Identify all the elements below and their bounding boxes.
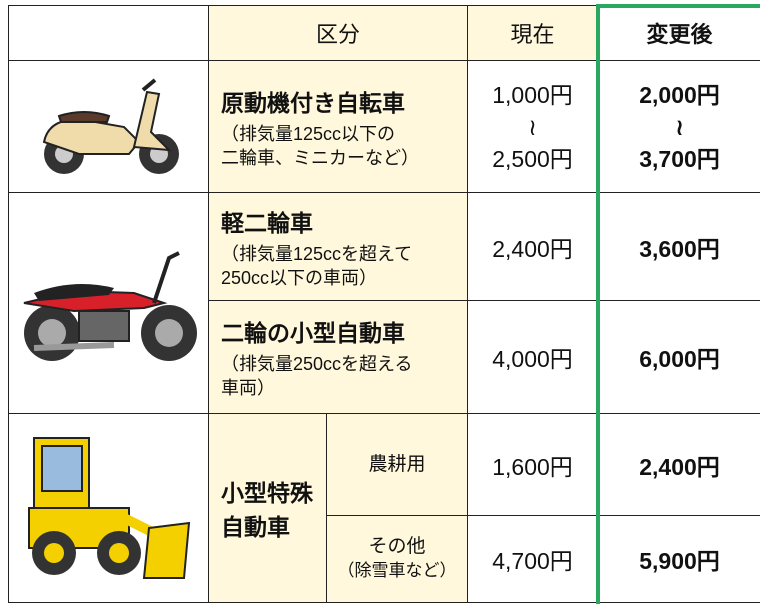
fee: 5,900円 [639, 548, 720, 574]
use: その他 [368, 536, 426, 557]
fee: 1,000円 [492, 81, 573, 108]
use-cell: その他 （除雪車など） [326, 515, 468, 603]
vehicle-name: 小型特殊 [221, 480, 313, 506]
scooter [42, 77, 179, 174]
current-fee: 2,400円 [467, 192, 598, 301]
new-fee: 6,000円 [597, 300, 760, 414]
use-cell: 農耕用 [326, 413, 468, 516]
range-mark: ≀ [675, 113, 684, 140]
fee: 4,000円 [492, 346, 573, 372]
range-mark: ≀ [528, 113, 537, 140]
fee: 4,700円 [492, 548, 573, 574]
new-fee: 3,600円 [597, 192, 760, 301]
text: 現在 [510, 22, 555, 47]
note: 二輪車、ミニカーなど） [221, 147, 419, 168]
motorcycle [23, 251, 197, 361]
note: （排気量125ccを超えて [221, 243, 413, 264]
header-category: 区分 [208, 5, 468, 61]
fee: 6,000円 [639, 346, 720, 372]
fee: 2,500円 [492, 145, 573, 172]
note: （排気量125cc以下の [221, 123, 396, 144]
vehicle-name: 二輪の小型自動車 [221, 320, 405, 346]
current-fee: 4,000円 [467, 300, 598, 414]
loader-image [8, 413, 209, 603]
fee: 3,700円 [639, 145, 720, 172]
row-name: 原動機付き自転車 （排気量125cc以下の 二輪車、ミニカーなど） [208, 60, 468, 193]
note: 250cc以下の車両） [221, 267, 378, 288]
new-fee: 2,000円 ≀ 3,700円 [597, 60, 760, 193]
new-fee: 2,400円 [597, 413, 760, 516]
header-current: 現在 [467, 5, 598, 61]
row-name: 二輪の小型自動車 （排気量250ccを超える 車両） [208, 300, 468, 414]
current-fee: 4,700円 [467, 515, 598, 603]
fee: 3,600円 [639, 235, 720, 262]
note: （排気量250ccを超える [221, 354, 413, 374]
fee: 2,000円 [639, 81, 720, 108]
header-after: 変更後 [597, 5, 760, 61]
text: 区分 [315, 22, 360, 47]
vehicle-name: 自動車 [221, 514, 290, 540]
fee: 2,400円 [492, 235, 573, 262]
current-fee: 1,000円 ≀ 2,500円 [467, 60, 598, 193]
vehicle-name: 軽二輪車 [221, 209, 313, 236]
loader [27, 437, 190, 579]
new-fee: 5,900円 [597, 515, 760, 603]
fee: 1,600円 [492, 453, 573, 480]
motorcycle-image [8, 192, 209, 414]
note: 車両） [221, 378, 275, 398]
use: 農耕用 [368, 453, 426, 475]
use-note: （除雪車など） [337, 561, 457, 580]
blank-cell [8, 5, 209, 61]
scooter-image [8, 60, 209, 193]
row-name: 軽二輪車 （排気量125ccを超えて 250cc以下の車両） [208, 192, 468, 301]
vehicle-name: 原動機付き自転車 [221, 89, 405, 116]
current-fee: 1,600円 [467, 413, 598, 516]
row-name: 小型特殊 自動車 [208, 413, 327, 603]
fee: 2,400円 [639, 453, 720, 480]
text: 変更後 [646, 22, 713, 47]
